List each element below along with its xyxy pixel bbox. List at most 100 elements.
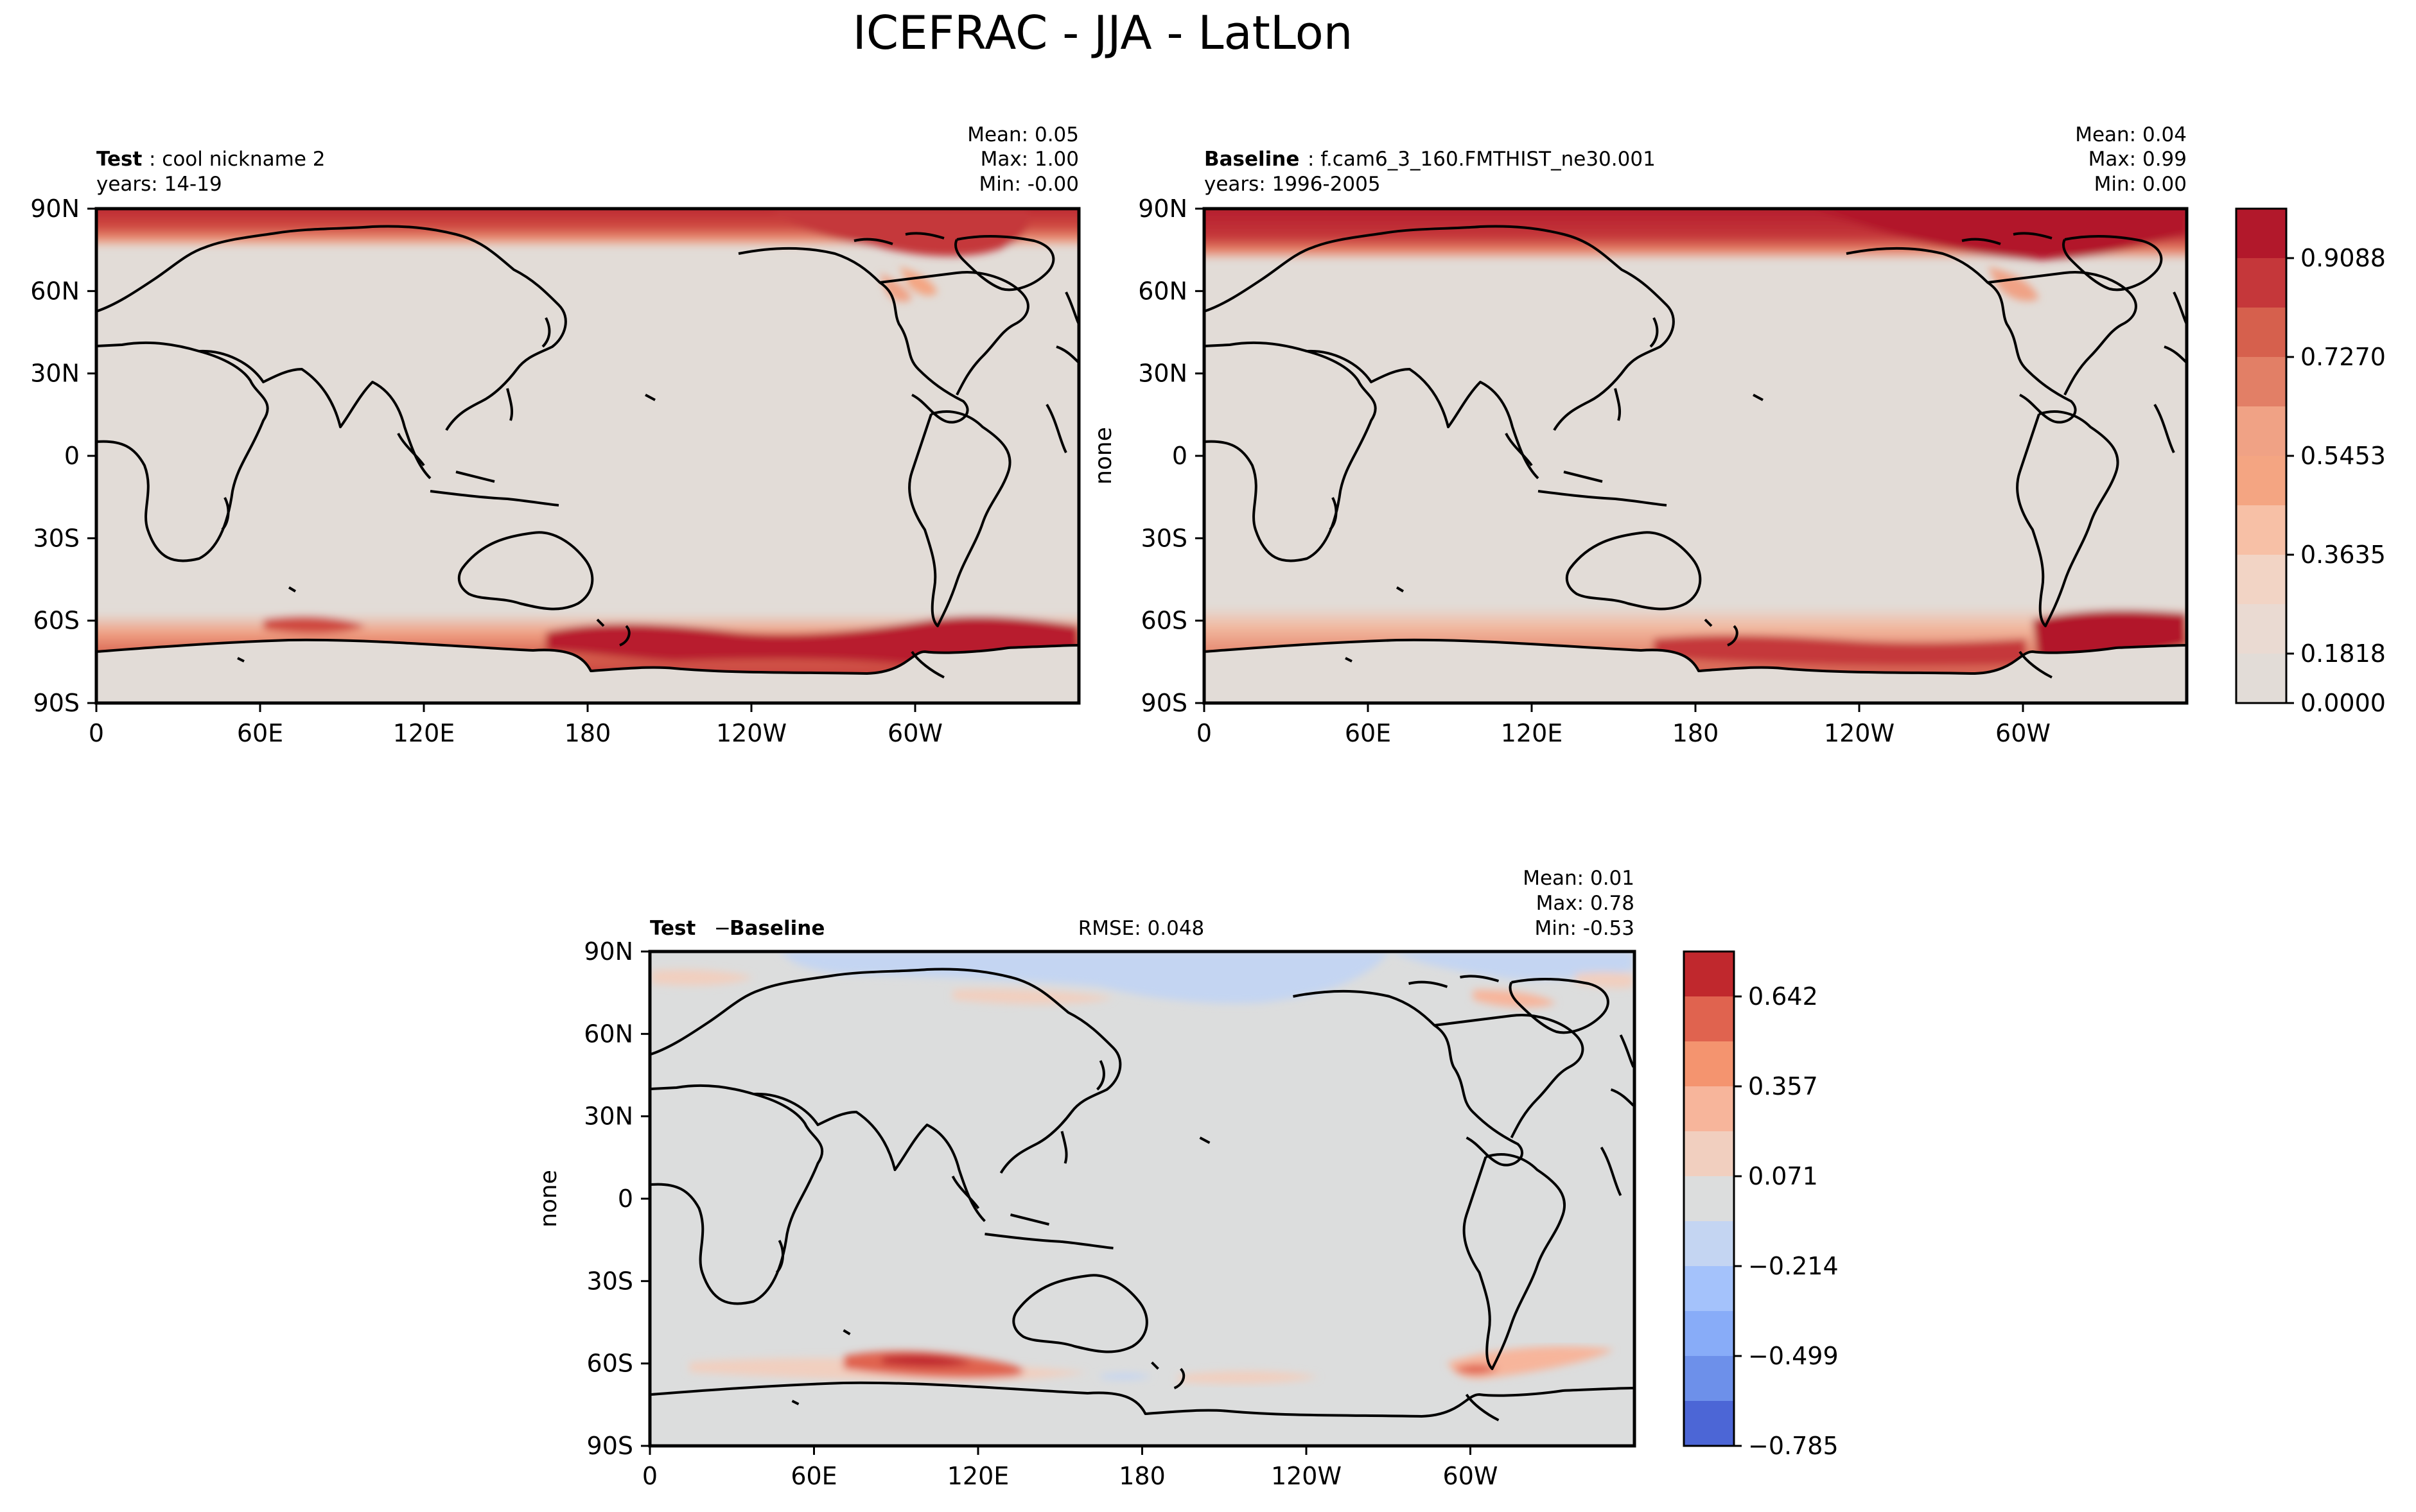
- baseline-stat-max: Max: 0.99: [2088, 148, 2187, 171]
- diff-negative-patch: [1100, 1373, 1152, 1380]
- baseline-xtick-label: 60W: [1995, 719, 2051, 747]
- diff-colorbar-label: 0.357: [1748, 1072, 1818, 1100]
- test-xtick-label: 120W: [716, 719, 787, 747]
- test-xtick-label: 180: [565, 719, 611, 747]
- baseline-years: years: 1996-2005: [1204, 173, 1381, 196]
- baseline-colorbar-swatch: [2236, 357, 2286, 407]
- diff-xtick-label: 0: [642, 1462, 658, 1490]
- diff-arctic-negative-2: [1389, 952, 1634, 980]
- diff-title-bold: Test: [650, 917, 696, 940]
- baseline-xtick-label: 0: [1196, 719, 1212, 747]
- baseline-ytick-label: 30S: [1141, 524, 1187, 552]
- baseline-colorbar-label: 0.3635: [2300, 541, 2386, 569]
- baseline-ytick-label: 60S: [1141, 607, 1187, 635]
- diff-xtick-label: 120W: [1271, 1462, 1342, 1490]
- diff-colorbar-swatch: [1684, 1311, 1734, 1357]
- diff-colorbar-swatch: [1684, 1221, 1734, 1267]
- baseline-ytick-label: 90S: [1141, 689, 1187, 717]
- baseline-arctic-ice-lobe: [1814, 209, 2187, 260]
- test-indian-ice: [263, 616, 366, 634]
- diff-colorbar-swatch: [1684, 996, 1734, 1042]
- baseline-colorbar-swatch: [2236, 308, 2286, 358]
- baseline-ross-ice: [1654, 635, 2026, 666]
- diff-antarctic-peak: [882, 1355, 972, 1367]
- test-ytick-label: 30N: [30, 360, 80, 388]
- diff-ytick-label: 90N: [584, 937, 633, 966]
- diff-xtick-label: 60W: [1443, 1462, 1498, 1490]
- diff-axis-ticks: 0 60E 120E 180 120W 60W 90N 60N 30N 0 30S 60S 90S: [584, 937, 1498, 1490]
- diff-colorbar-swatch: [1684, 1131, 1734, 1177]
- diff-colorbar: 0.642 0.357 0.071 −0.214 −0.499 −0.785: [1683, 950, 1839, 1460]
- diff-arctic-negative: [779, 952, 1390, 1004]
- baseline-colorbar-label: 0.0000: [2300, 689, 2386, 717]
- diff-ytick-label: 0: [618, 1185, 633, 1213]
- baseline-colorbar: 0.9088 0.7270 0.5453 0.3635 0.1818 0.0000: [2235, 207, 2386, 717]
- baseline-axis-ticks: 0 60E 120E 180 120W 60W 90N 60N 30N 0 30S 60S 90S: [1138, 195, 2051, 747]
- baseline-panel: Baseline : f.cam6_3_160.FMTHIST_ne30.001…: [1090, 123, 2386, 747]
- baseline-ytick-label: 30N: [1138, 360, 1187, 388]
- test-xtick-label: 60E: [237, 719, 283, 747]
- diff-weddell-core: [1453, 1364, 1499, 1375]
- diff-stat-max: Max: 0.78: [1536, 892, 1634, 915]
- diff-colorbar-label: −0.214: [1748, 1252, 1839, 1280]
- diff-ytick-label: 30N: [584, 1102, 633, 1131]
- baseline-title-bold: Baseline: [1204, 148, 1299, 171]
- test-baffin-ice: [880, 273, 912, 302]
- diff-colorbar-label: −0.499: [1748, 1342, 1839, 1370]
- baseline-colorbar-label: 0.9088: [2300, 244, 2386, 272]
- diff-colorbar-swatch: [1684, 1356, 1734, 1402]
- test-stat-mean: Mean: 0.05: [967, 123, 1079, 146]
- baseline-colorbar-swatch: [2236, 604, 2286, 654]
- baseline-ytick-label: 0: [1172, 442, 1187, 470]
- diff-xtick-label: 120E: [947, 1462, 1010, 1490]
- baseline-xtick-label: 60E: [1345, 719, 1391, 747]
- test-ytick-label: 60S: [33, 607, 80, 635]
- diff-arctic-positive-1: [651, 969, 754, 986]
- test-hudson-ice: [899, 266, 938, 296]
- test-ytick-label: 90S: [33, 689, 80, 717]
- test-ytick-label: 90N: [30, 195, 80, 223]
- baseline-colorbar-label: 0.7270: [2300, 343, 2386, 371]
- baseline-colorbar-swatch: [2236, 456, 2286, 506]
- baseline-title-rest: : f.cam6_3_160.FMTHIST_ne30.001: [1308, 148, 1656, 171]
- test-ytick-label: 60N: [30, 277, 80, 305]
- diff-ytick-label: 30S: [587, 1267, 633, 1295]
- figure-suptitle: ICEFRAC - JJA - LatLon: [853, 6, 1353, 60]
- diff-colorbar-swatch: [1684, 1401, 1734, 1447]
- difference-panel: Test − Baseline RMSE: 0.048 Mean: 0.01 M…: [536, 867, 1839, 1490]
- baseline-colorbar-swatch: [2236, 505, 2286, 555]
- baseline-colorbar-label: 0.1818: [2300, 639, 2386, 668]
- baseline-ytick-label: 90N: [1138, 195, 1187, 223]
- test-ytick-label: 30S: [33, 524, 80, 552]
- diff-antarctica-land: [651, 1382, 1634, 1446]
- diff-title-minus: −: [714, 917, 731, 940]
- diff-colorbar-swatch: [1684, 1176, 1734, 1222]
- diff-title-bold2: Baseline: [730, 917, 825, 940]
- baseline-colorbar-label: 0.5453: [2300, 442, 2386, 470]
- baseline-ytick-label: 60N: [1138, 277, 1187, 305]
- baseline-stat-min: Min: 0.00: [2094, 173, 2187, 196]
- diff-stat-min: Min: -0.53: [1534, 917, 1634, 940]
- test-title-bold: Test: [96, 148, 143, 171]
- diff-colorbar-swatch: [1684, 1266, 1734, 1312]
- diff-ytick-label: 60S: [587, 1350, 633, 1378]
- diff-ytick-label: 60N: [584, 1020, 633, 1048]
- diff-colorbar-frame: [1683, 950, 1735, 1447]
- diff-xtick-label: 60E: [791, 1462, 837, 1490]
- baseline-antarctica-land: [1204, 639, 2187, 703]
- test-arctic-ice-lobe: [771, 209, 1029, 257]
- test-years: years: 14-19: [96, 173, 222, 196]
- diff-colorbar-label: 0.071: [1748, 1162, 1818, 1190]
- baseline-colorbar-swatch: [2236, 258, 2286, 308]
- diff-ross-positive: [1177, 1371, 1319, 1384]
- baseline-stat-mean: Mean: 0.04: [2075, 123, 2187, 146]
- diff-rmse: RMSE: 0.048: [1078, 917, 1205, 940]
- diff-stat-mean: Mean: 0.01: [1523, 867, 1634, 890]
- test-stat-max: Max: 1.00: [981, 148, 1079, 171]
- diff-ytick-label: 90S: [587, 1432, 633, 1460]
- diff-colorbar-label: 0.642: [1748, 982, 1818, 1011]
- test-xtick-label: 0: [89, 719, 104, 747]
- test-panel: Test : cool nickname 2 years: 14-19 Mean…: [30, 123, 1081, 747]
- test-stat-min: Min: -0.00: [979, 173, 1079, 196]
